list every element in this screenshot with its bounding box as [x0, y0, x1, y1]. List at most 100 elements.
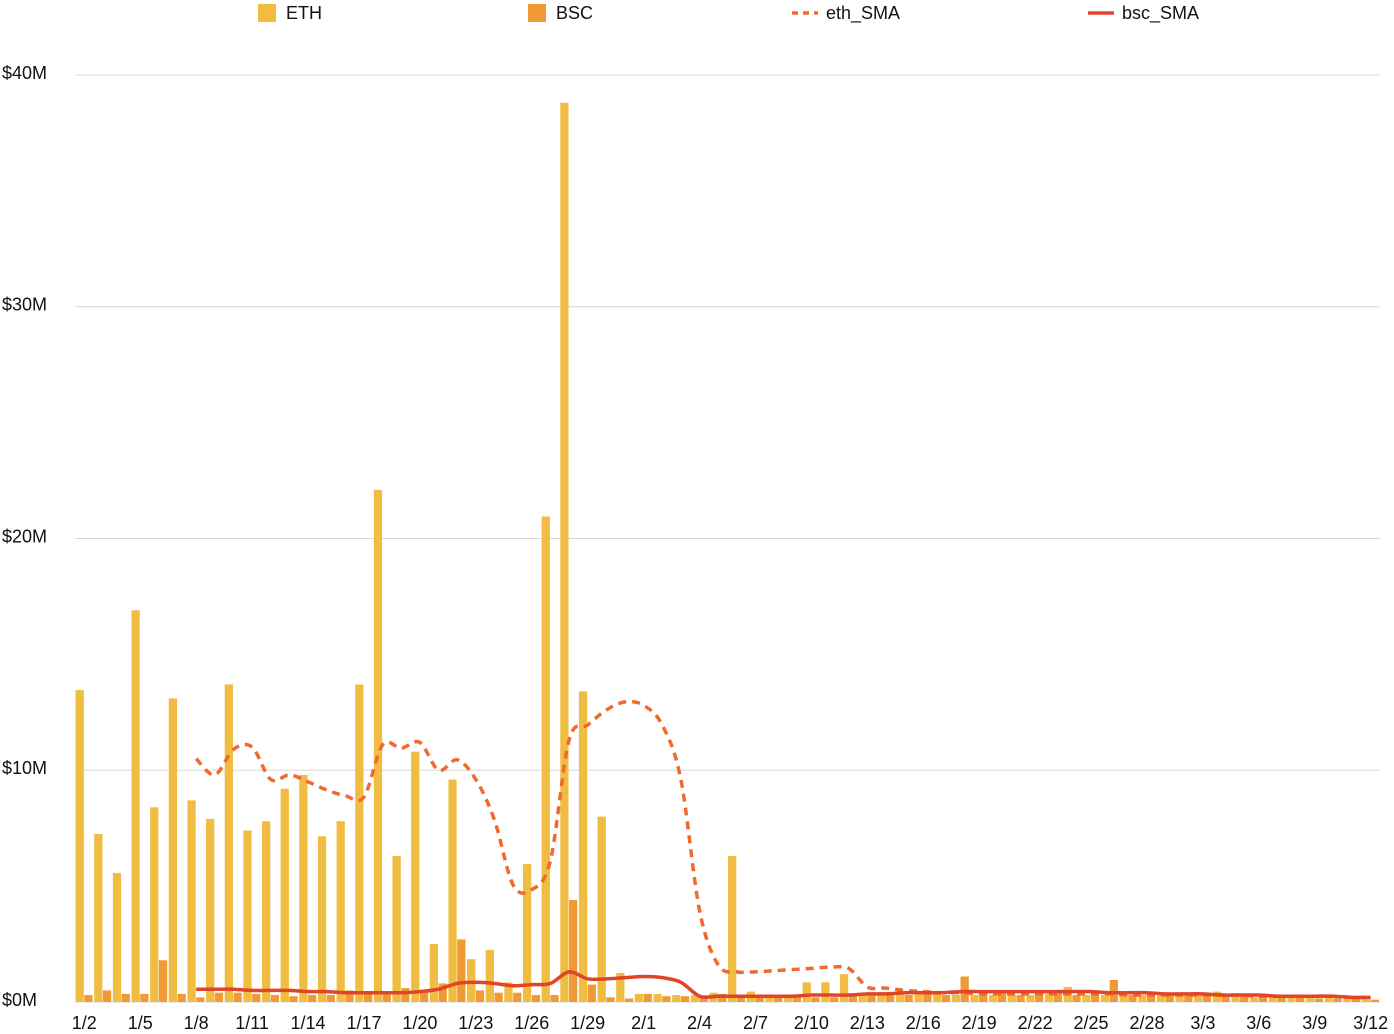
bar	[951, 995, 961, 1002]
x-tick-label: 2/10	[794, 1013, 829, 1033]
bar	[1109, 979, 1118, 1002]
bar	[531, 995, 541, 1002]
x-tick-label: 3/6	[1246, 1013, 1271, 1033]
bar	[858, 993, 867, 1002]
x-tick-label: 1/26	[514, 1013, 549, 1033]
x-tick-label: 1/20	[402, 1013, 437, 1033]
bar	[1212, 991, 1222, 1002]
x-tick-label: 1/8	[184, 1013, 209, 1033]
bar	[550, 995, 559, 1002]
bar	[895, 993, 905, 1002]
x-tick-label: 1/23	[458, 1013, 493, 1033]
bar	[830, 997, 839, 1002]
bar	[485, 949, 494, 1002]
bar	[1175, 993, 1184, 1002]
bar	[606, 997, 615, 1002]
bar	[429, 944, 439, 1002]
bar	[765, 995, 774, 1002]
bar	[821, 982, 830, 1002]
bar	[177, 993, 186, 1002]
bar	[560, 102, 569, 1002]
bar	[94, 833, 103, 1002]
bar	[541, 516, 550, 1002]
bar	[1370, 999, 1379, 1002]
bar	[672, 995, 681, 1002]
bar	[121, 993, 130, 1002]
bar	[914, 992, 923, 1002]
y-tick-label: $20M	[2, 526, 47, 546]
bar	[839, 974, 849, 1002]
x-tick-label: 1/29	[570, 1013, 605, 1033]
y-tick-label: $30M	[2, 295, 47, 315]
legend-label: bsc_SMA	[1122, 3, 1199, 24]
bar	[187, 800, 196, 1002]
bar	[448, 779, 457, 1002]
bar	[168, 698, 178, 1002]
bar	[1082, 995, 1091, 1002]
bar	[504, 982, 513, 1002]
legend-label: eth_SMA	[826, 3, 900, 24]
bar	[1156, 995, 1166, 1002]
bar	[401, 988, 410, 1002]
bar	[755, 995, 764, 1002]
bar	[494, 992, 503, 1002]
bar	[112, 872, 122, 1002]
bar	[736, 997, 746, 1002]
bar	[904, 995, 913, 1002]
bar	[233, 992, 242, 1002]
bar	[933, 993, 942, 1002]
bar	[382, 992, 391, 1002]
bar	[513, 992, 522, 1002]
bar	[214, 992, 224, 1002]
x-tick-label: 3/3	[1190, 1013, 1215, 1033]
bar	[885, 995, 895, 1002]
sma-line	[196, 970, 1371, 1000]
bar	[1100, 995, 1110, 1002]
bar	[867, 995, 876, 1002]
bar	[1007, 995, 1016, 1002]
bar	[261, 821, 271, 1002]
bar	[1194, 995, 1203, 1002]
legend-swatch	[258, 4, 276, 22]
bar	[1268, 996, 1277, 1002]
bar	[989, 995, 998, 1002]
bar	[280, 788, 289, 1002]
bar	[1016, 995, 1025, 1002]
bar	[1258, 997, 1268, 1002]
x-tick-label: 2/4	[687, 1013, 712, 1033]
x-tick-label: 2/1	[631, 1013, 656, 1033]
bar	[308, 995, 317, 1002]
bar	[363, 992, 373, 1002]
bar	[326, 995, 335, 1002]
bar	[699, 997, 708, 1002]
bar	[270, 995, 280, 1002]
bar	[438, 983, 447, 1002]
bar	[597, 816, 606, 1002]
bar	[774, 996, 783, 1002]
bar	[979, 992, 988, 1002]
x-tick-label: 2/25	[1074, 1013, 1109, 1033]
x-tick-label: 2/28	[1129, 1013, 1164, 1033]
bar	[783, 996, 793, 1002]
bar	[131, 610, 140, 1002]
bar	[1361, 998, 1371, 1002]
bar	[355, 684, 364, 1002]
bar	[196, 997, 205, 1002]
bar	[252, 993, 261, 1002]
bar	[1250, 997, 1259, 1002]
bar	[1119, 993, 1128, 1002]
bar	[578, 691, 588, 1002]
y-tick-label: $40M	[2, 63, 47, 83]
x-tick-label: 2/7	[743, 1013, 768, 1033]
bar	[941, 995, 951, 1002]
bar	[811, 997, 820, 1002]
bar	[1352, 998, 1361, 1002]
bar	[84, 995, 93, 1002]
y-tick-label: $10M	[2, 758, 47, 778]
bar	[1035, 993, 1044, 1002]
bar	[224, 684, 233, 1002]
x-tick-label: 2/22	[1018, 1013, 1053, 1033]
bar	[1091, 995, 1100, 1002]
bar	[102, 990, 112, 1002]
